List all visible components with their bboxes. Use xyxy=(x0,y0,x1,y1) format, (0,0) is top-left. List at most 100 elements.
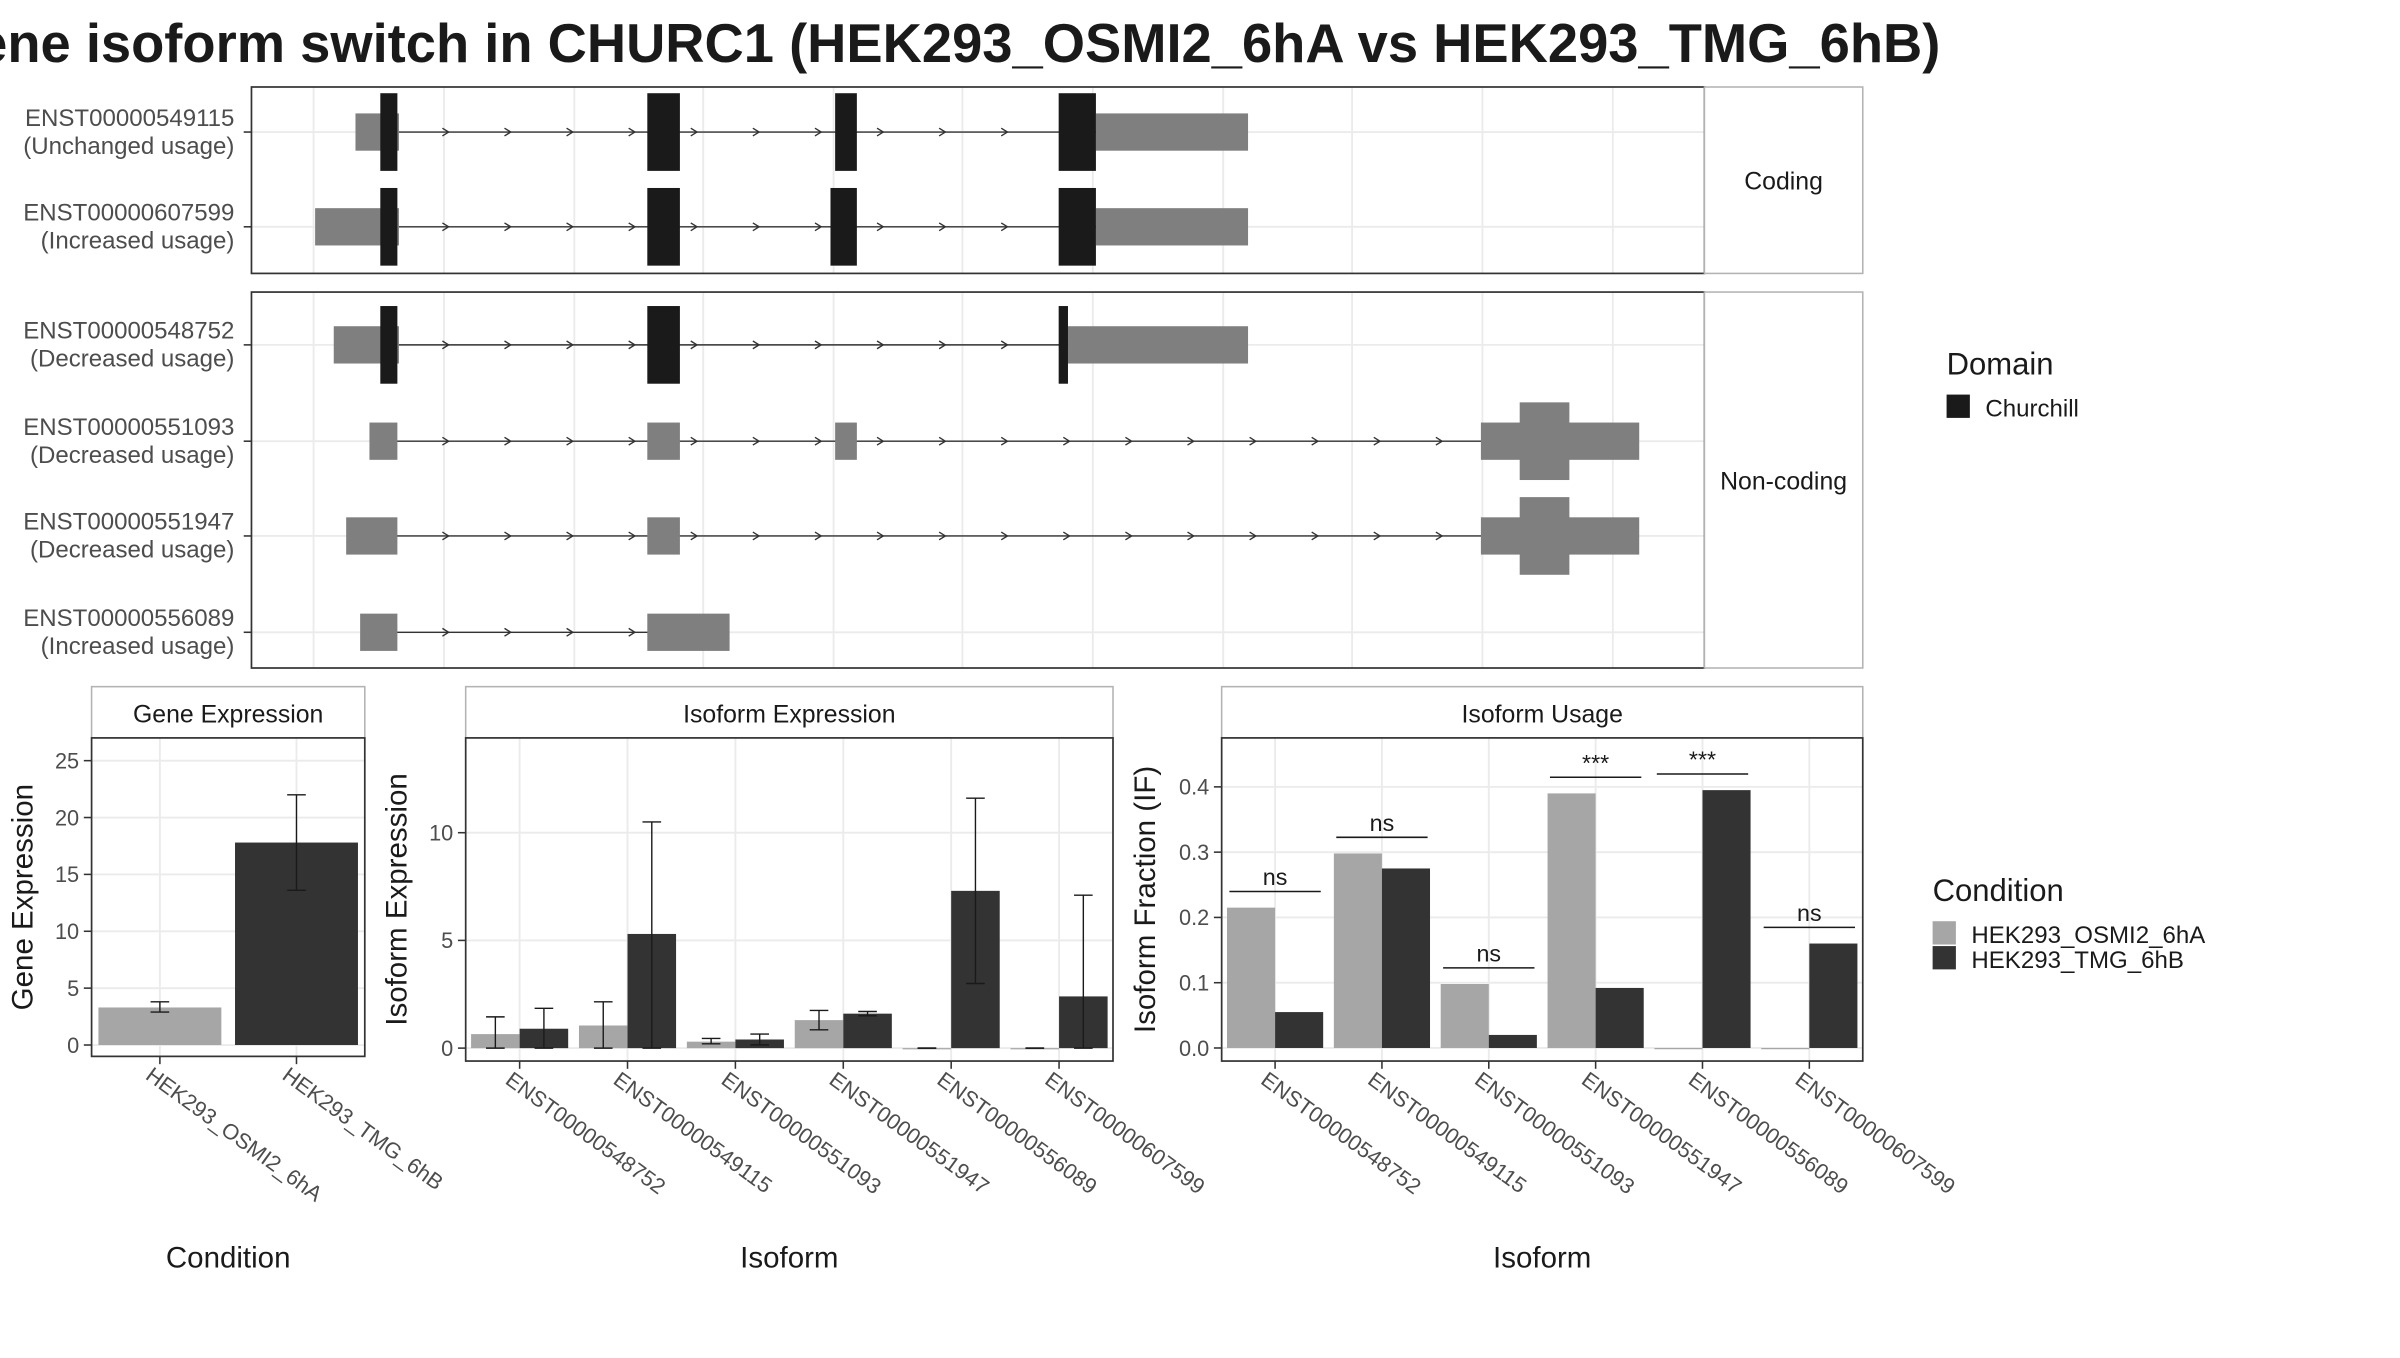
intron-arrow xyxy=(504,340,513,350)
isoform-usage-panel: Isoform Usage0.00.10.20.30.4ENST00000548… xyxy=(1129,685,1960,1275)
intron-arrow xyxy=(814,222,823,232)
condition-legend-title: Condition xyxy=(1933,873,2064,908)
y-tick-label: 5 xyxy=(67,976,79,1001)
y-tick-label: 0.4 xyxy=(1179,775,1209,800)
data-bar xyxy=(1702,790,1751,1048)
condition-legend-label-a: HEK293_OSMI2_6hA xyxy=(1971,922,2205,949)
intron-arrow xyxy=(752,340,761,350)
isoform-usage-label: (Decreased usage) xyxy=(30,537,234,564)
y-tick-label: 0 xyxy=(67,1033,79,1058)
domain-exon xyxy=(1058,187,1096,266)
intron-arrow xyxy=(1062,531,1071,541)
isoform-id-label: ENST00000607599 xyxy=(23,200,234,227)
significance-label: ns xyxy=(1263,864,1288,890)
figure-title: Gene isoform switch in CHURC1 (HEK293_OS… xyxy=(0,13,1940,74)
significance-label: *** xyxy=(1582,750,1609,776)
y-tick-label: 5 xyxy=(441,928,453,953)
intron-arrow xyxy=(628,627,637,637)
y-tick-label: 15 xyxy=(55,862,79,887)
significance-label: ns xyxy=(1476,941,1501,967)
isoform-id-label: ENST00000549115 xyxy=(25,105,234,132)
intron-arrow xyxy=(690,531,699,541)
intron-arrow xyxy=(504,627,513,637)
intron-arrow xyxy=(1000,127,1009,137)
intron-arrow xyxy=(752,436,761,446)
intron-arrow xyxy=(938,222,947,232)
intron-arrow xyxy=(1249,531,1258,541)
panel-border xyxy=(464,737,1114,1062)
panel-strip xyxy=(464,685,1114,739)
isoform-usage-label: (Decreased usage) xyxy=(30,442,234,469)
intron-arrow xyxy=(504,436,513,446)
structure-panel-bg xyxy=(251,292,1705,669)
isoform-id-label: ENST00000556089 xyxy=(23,605,234,632)
panel-strip xyxy=(90,685,366,739)
isoform-usage-label: (Decreased usage) xyxy=(30,346,234,373)
data-bar xyxy=(843,1013,892,1049)
domain-legend-title: Domain xyxy=(1947,346,2054,381)
intron-arrow xyxy=(504,531,513,541)
noncoding-exon xyxy=(369,422,398,460)
domain-exon xyxy=(380,187,398,266)
panel-strip-label: Gene Expression xyxy=(133,701,323,728)
y-tick-label: 0.2 xyxy=(1179,905,1209,930)
x-axis-title: Isoform xyxy=(740,1242,838,1275)
isoform-usage-label: (Unchanged usage) xyxy=(23,133,234,160)
structure-strip xyxy=(1703,291,1864,669)
panel-strip-label: Isoform Expression xyxy=(683,701,895,728)
intron-arrow xyxy=(504,127,513,137)
intron-arrow xyxy=(1311,436,1320,446)
intron-arrow xyxy=(566,436,575,446)
y-tick-label: 0.0 xyxy=(1179,1036,1209,1061)
noncoding-exon xyxy=(360,613,398,651)
utr-block xyxy=(1067,326,1249,364)
intron-arrow xyxy=(814,340,823,350)
intron-arrow xyxy=(938,340,947,350)
domain-exon xyxy=(380,306,398,384)
intron-arrow xyxy=(442,436,450,446)
domain-exon xyxy=(647,187,680,266)
structure-strip-label: Coding xyxy=(1744,169,1823,196)
structure-strip xyxy=(1703,86,1864,275)
intron-arrow xyxy=(876,436,885,446)
intron-arrow xyxy=(566,222,575,232)
y-axis-title: Gene Expression xyxy=(7,784,40,1010)
y-tick-label: 10 xyxy=(429,820,453,845)
x-axis-title: Isoform xyxy=(1493,1242,1591,1275)
condition-legend-swatch-b xyxy=(1932,946,1956,970)
intron-arrow xyxy=(876,531,885,541)
data-bar xyxy=(1333,853,1382,1048)
y-tick-label: 0.3 xyxy=(1179,840,1209,865)
y-tick-label: 0 xyxy=(441,1036,453,1061)
data-bar xyxy=(1547,793,1596,1048)
intron-arrow xyxy=(690,127,699,137)
intron-arrow xyxy=(938,127,947,137)
panel-bg xyxy=(1221,737,1863,1062)
isoform-id-label: ENST00000551947 xyxy=(23,509,234,536)
panel-border xyxy=(90,737,366,1058)
intron-arrow xyxy=(814,127,823,137)
intron-arrow xyxy=(1187,531,1196,541)
data-bar xyxy=(1595,987,1644,1048)
intron-arrow xyxy=(442,531,450,541)
intron-arrow xyxy=(628,127,637,137)
intron-arrow xyxy=(1435,436,1444,446)
condition-legend-swatch-a xyxy=(1932,921,1956,945)
intron-arrow xyxy=(752,222,761,232)
condition-legend: Condition HEK293_OSMI2_6hA HEK293_TMG_6h… xyxy=(1932,873,2205,974)
intron-arrow xyxy=(1000,436,1009,446)
intron-arrow xyxy=(1000,531,1009,541)
intron-arrow xyxy=(566,531,575,541)
intron-arrow xyxy=(442,340,450,350)
domain-legend: Domain Churchill xyxy=(1946,346,2079,422)
noncoding-exon xyxy=(835,422,857,460)
intron-arrow xyxy=(566,127,575,137)
data-bar xyxy=(1809,943,1858,1048)
noncoding-exon-thick xyxy=(1519,402,1570,481)
intron-arrow xyxy=(1373,436,1382,446)
intron-arrow xyxy=(442,127,450,137)
isoform-usage-label: (Increased usage) xyxy=(41,633,235,660)
domain-exon xyxy=(835,93,857,171)
noncoding-exon xyxy=(647,613,730,651)
intron-arrow xyxy=(1000,222,1009,232)
